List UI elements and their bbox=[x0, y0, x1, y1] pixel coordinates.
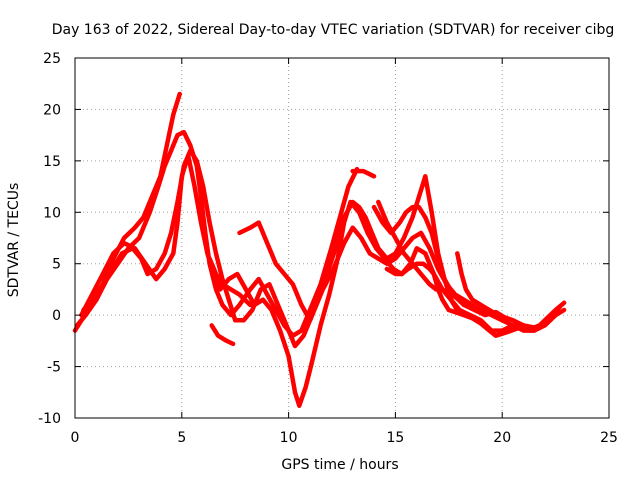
plot-frame bbox=[74, 57, 610, 419]
x-tick-label: 5 bbox=[177, 430, 186, 446]
grid-lines bbox=[75, 58, 609, 418]
series-track-k bbox=[209, 323, 236, 347]
y-tick-label: 20 bbox=[43, 102, 61, 118]
y-axis-ticks: -10 -5 0 5 10 15 20 25 bbox=[38, 51, 609, 427]
chart-title: Day 163 of 2022, Sidereal Day-to-day VTE… bbox=[52, 22, 615, 38]
series-track-i bbox=[371, 204, 460, 313]
y-tick-label: -10 bbox=[38, 411, 61, 427]
series-track-e bbox=[237, 174, 558, 330]
series-track-f bbox=[350, 168, 377, 179]
x-tick-label: 0 bbox=[71, 430, 80, 446]
series-track-c bbox=[79, 153, 567, 408]
x-tick-label: 15 bbox=[386, 430, 404, 446]
y-axis-label: SDTVAR / TECUs bbox=[6, 183, 22, 298]
data-series bbox=[72, 91, 567, 408]
series-track-l bbox=[207, 256, 253, 308]
x-axis-label: GPS time / hours bbox=[281, 457, 398, 473]
x-tick-label: 25 bbox=[600, 430, 618, 446]
series-track-j bbox=[455, 251, 501, 318]
y-tick-label: 5 bbox=[52, 257, 61, 273]
x-tick-label: 20 bbox=[493, 430, 511, 446]
y-tick-label: 25 bbox=[43, 51, 61, 67]
x-tick-label: 10 bbox=[280, 430, 298, 446]
y-tick-label: -5 bbox=[47, 360, 61, 376]
series-track-h bbox=[384, 261, 563, 338]
y-tick-label: 10 bbox=[43, 205, 61, 221]
x-axis-ticks: 0 5 10 15 20 25 bbox=[71, 58, 618, 446]
y-tick-label: 0 bbox=[52, 308, 61, 324]
y-tick-label: 15 bbox=[43, 154, 61, 170]
